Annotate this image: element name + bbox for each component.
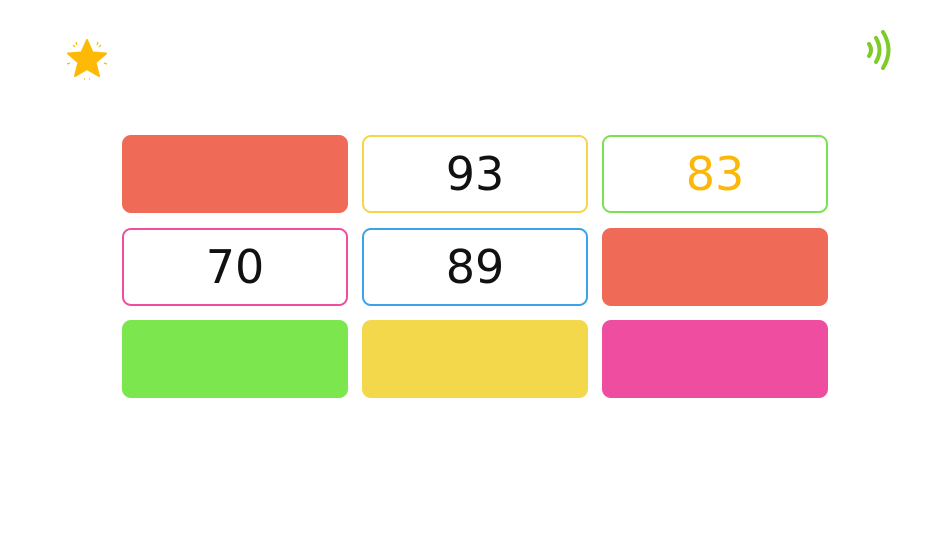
card-value: 83 bbox=[685, 147, 745, 201]
card-value: 70 bbox=[205, 240, 265, 294]
star-icon bbox=[66, 39, 108, 80]
card-hidden[interactable] bbox=[602, 228, 828, 306]
card-number[interactable]: 93 bbox=[362, 135, 588, 213]
card-number[interactable]: 70 bbox=[122, 228, 348, 306]
card-number[interactable]: 89 bbox=[362, 228, 588, 306]
card-number[interactable]: 83 bbox=[602, 135, 828, 213]
card-hidden[interactable] bbox=[122, 320, 348, 398]
card-value: 89 bbox=[445, 240, 505, 294]
card-hidden[interactable] bbox=[602, 320, 828, 398]
card-hidden[interactable] bbox=[362, 320, 588, 398]
card-value: 93 bbox=[445, 147, 505, 201]
card-hidden[interactable] bbox=[122, 135, 348, 213]
sound-icon[interactable] bbox=[862, 28, 898, 72]
